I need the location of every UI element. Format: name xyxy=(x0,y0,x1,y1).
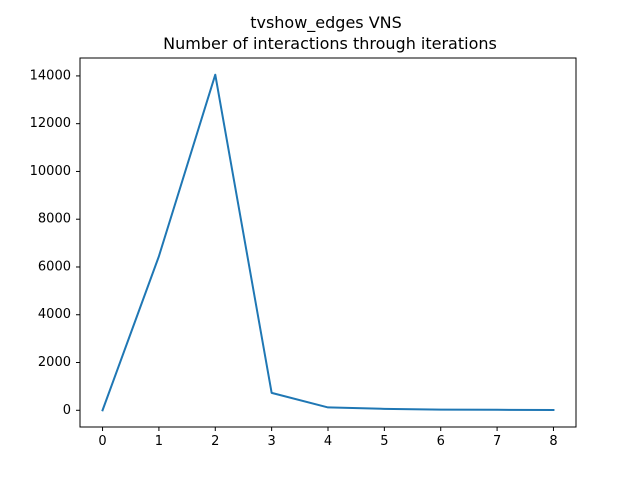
axes-frame xyxy=(79,57,577,428)
y-tick-label: 2000 xyxy=(38,355,71,370)
y-tick-label: 6000 xyxy=(38,259,71,274)
plot-area: 0 1 2 3 4 5 6 7 8 0 2000 4000 6000 8000 10000 12000 140… xyxy=(30,57,577,449)
x-axis: 0 1 2 3 4 5 6 7 8 xyxy=(98,427,558,449)
y-tick-label: 8000 xyxy=(38,212,71,227)
x-tick-label: 6 xyxy=(437,434,445,449)
x-tick-label: 7 xyxy=(493,434,501,449)
y-tick-label: 14000 xyxy=(30,68,71,83)
chart-subtitle: Number of interactions through iteration… xyxy=(163,34,497,53)
x-tick-label: 5 xyxy=(380,434,388,449)
x-tick-label: 1 xyxy=(155,434,163,449)
y-tick-label: 4000 xyxy=(38,307,71,322)
series-layer xyxy=(101,73,555,412)
x-tick-label: 8 xyxy=(549,434,557,449)
x-tick-label: 0 xyxy=(98,434,106,449)
series-line-0 xyxy=(101,73,555,412)
y-tick-label: 0 xyxy=(63,403,71,418)
y-axis: 0 2000 4000 6000 8000 10000 12000 14000 xyxy=(30,68,80,418)
x-tick-label: 4 xyxy=(324,434,332,449)
y-tick-label: 10000 xyxy=(30,164,71,179)
chart-title: tvshow_edges VNS xyxy=(250,13,402,33)
x-tick-label: 2 xyxy=(211,434,219,449)
y-tick-label: 12000 xyxy=(30,116,71,131)
x-tick-label: 3 xyxy=(267,434,275,449)
